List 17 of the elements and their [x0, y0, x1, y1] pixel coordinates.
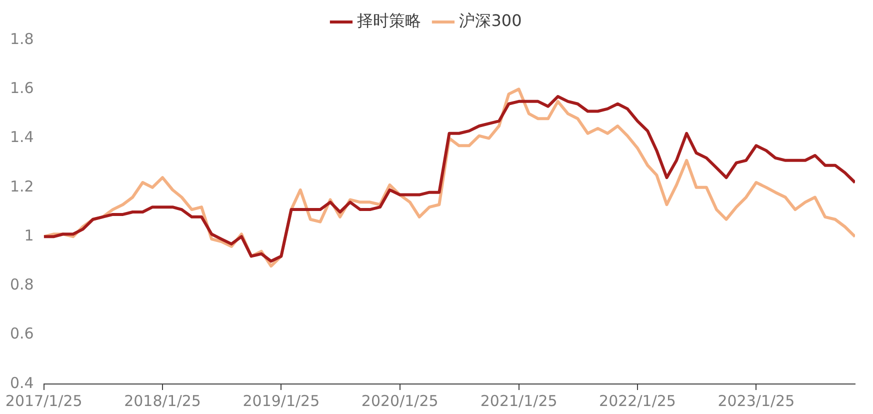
- x-tick-label: 2017/1/25: [5, 392, 82, 410]
- y-tick-label: 1.2: [10, 177, 34, 196]
- legend-label: 择时策略: [357, 11, 422, 30]
- x-tick-label: 2023/1/25: [718, 392, 795, 410]
- x-tick-label: 2018/1/25: [124, 392, 201, 410]
- x-tick-label: 2019/1/25: [242, 392, 320, 410]
- legend-label: 沪深300: [459, 11, 522, 30]
- y-tick-label: 1.8: [10, 30, 34, 48]
- x-tick-label: 2021/1/25: [480, 392, 558, 410]
- y-tick-label: 1.4: [10, 128, 34, 146]
- y-tick-label: 1.6: [10, 79, 34, 98]
- x-tick-label: 2022/1/25: [599, 392, 676, 410]
- y-tick-label: 0.8: [10, 276, 34, 294]
- x-tick-label: 2020/1/25: [361, 392, 438, 410]
- y-tick-label: 0.4: [10, 374, 34, 392]
- y-tick-label: 0.6: [10, 324, 34, 343]
- y-tick-label: 1: [24, 226, 34, 244]
